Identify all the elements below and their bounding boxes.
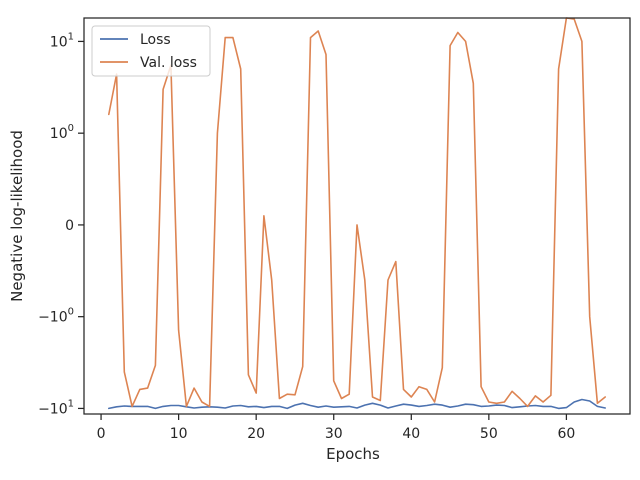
y-tick-label: 101 [50, 31, 74, 50]
y-tick-label: 0 [65, 218, 74, 234]
series-line-0 [108, 398, 607, 410]
legend-label-0: Loss [140, 32, 171, 48]
y-axis-label: Negative log-likelihood [8, 130, 26, 302]
legend-label-1: Val. loss [140, 55, 197, 71]
x-tick-label: 20 [247, 426, 265, 442]
x-axis: 0 10 20 30 40 50 60 [97, 414, 575, 442]
y-tick-label: −101 [38, 398, 74, 417]
x-tick-label: 60 [557, 426, 575, 442]
x-tick-label: 30 [325, 426, 343, 442]
legend: Loss Val. loss [91, 25, 211, 77]
x-axis-label: Epochs [326, 445, 380, 463]
plot-frame [83, 17, 631, 415]
series-line-1 [108, 17, 607, 408]
x-tick-label: 40 [402, 426, 420, 442]
x-tick-label: 10 [170, 426, 188, 442]
x-tick-label: 0 [97, 426, 106, 442]
x-tick-label: 50 [480, 426, 498, 442]
y-axis: −101 −100 0 100 101 [38, 31, 84, 417]
y-tick-label: 100 [50, 123, 74, 142]
plot-lines [108, 17, 607, 410]
y-tick-label: −100 [38, 307, 74, 326]
